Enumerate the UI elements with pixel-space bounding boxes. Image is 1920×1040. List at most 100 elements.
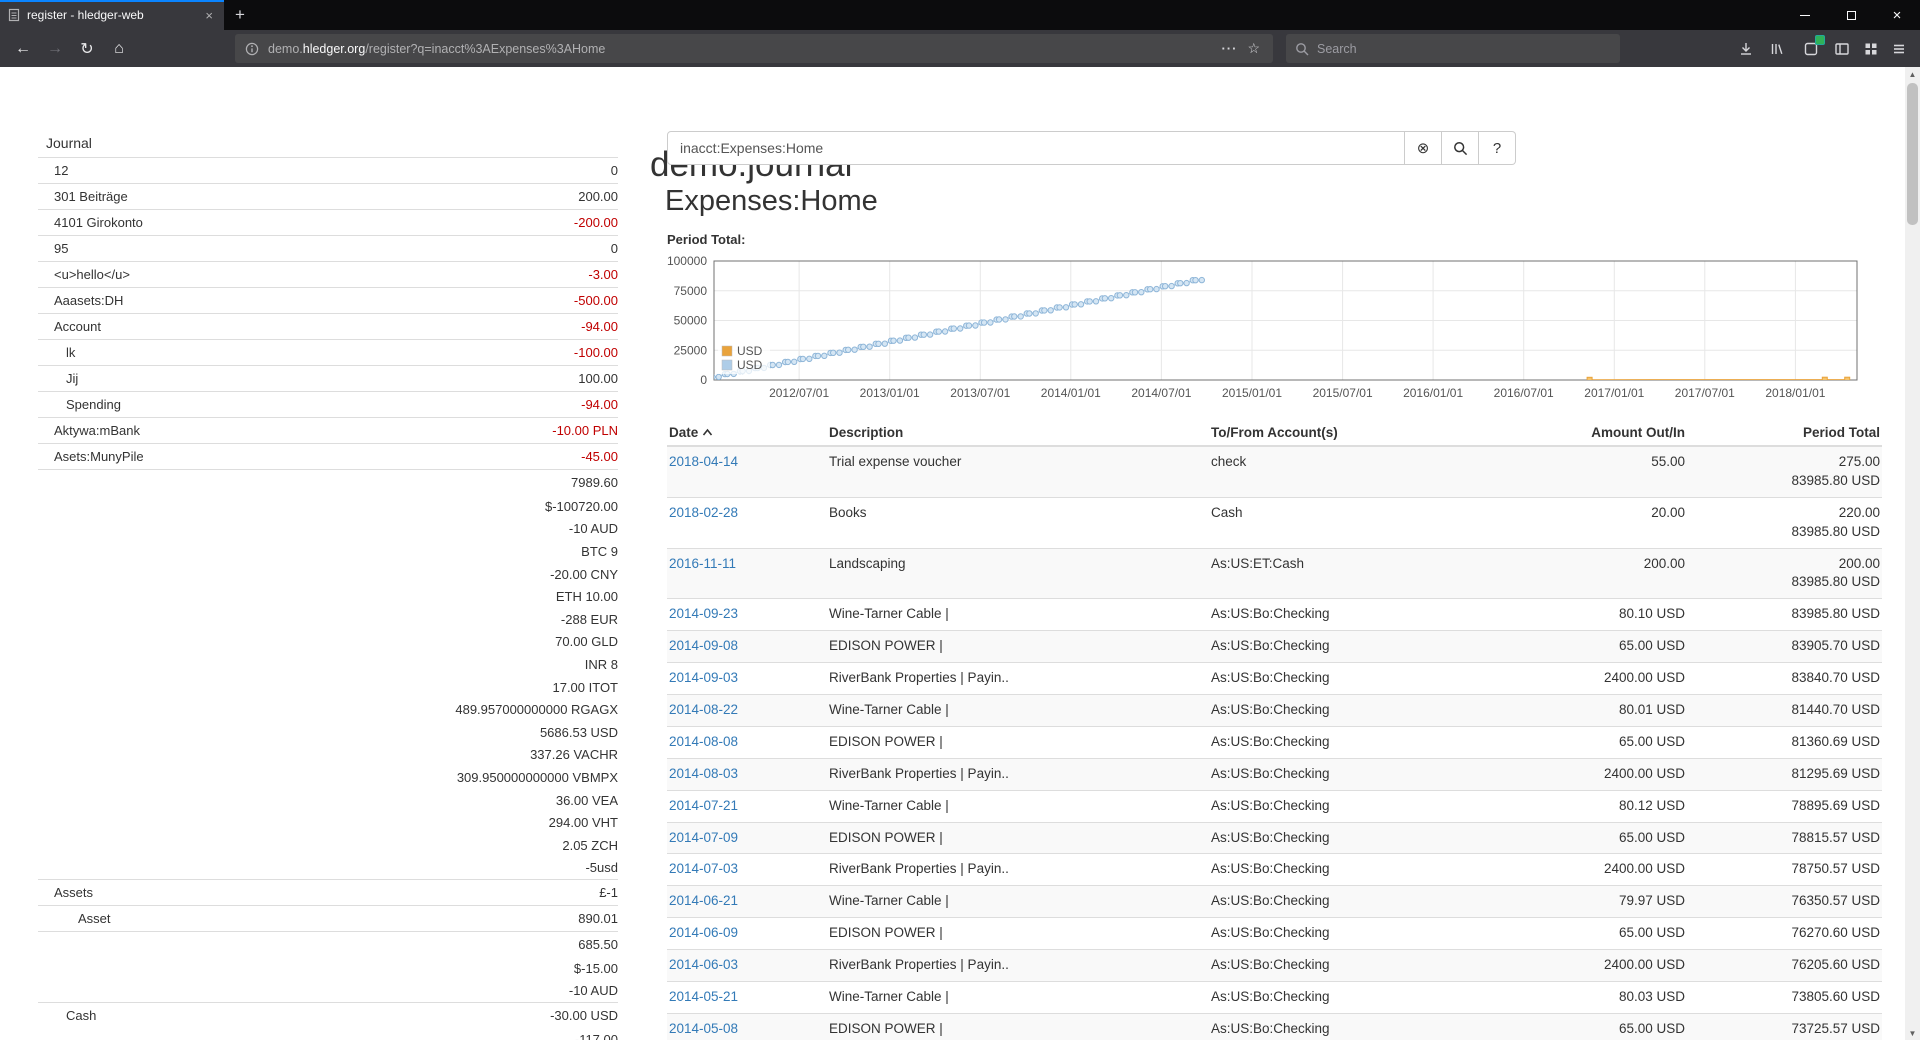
transaction-account-link[interactable]: As:US:Bo:Checking bbox=[1211, 957, 1330, 973]
transaction-account-link[interactable]: As:US:Bo:Checking bbox=[1211, 925, 1330, 941]
transaction-date-link[interactable]: 2014-06-21 bbox=[669, 893, 739, 909]
grid-icon[interactable] bbox=[1856, 34, 1885, 63]
account-balance: 70.00 GLD bbox=[555, 634, 618, 650]
account-link[interactable]: Jij bbox=[66, 371, 79, 386]
window-close-button[interactable]: × bbox=[1892, 6, 1902, 24]
sidebar-item-journal[interactable]: Journal bbox=[46, 135, 92, 151]
account-link[interactable]: lk bbox=[66, 345, 76, 360]
transaction-date-link[interactable]: 2014-06-09 bbox=[669, 925, 739, 941]
window-minimize-button[interactable] bbox=[1782, 0, 1828, 30]
account-link[interactable]: 12 bbox=[54, 163, 69, 178]
scrollbar-thumb[interactable] bbox=[1907, 83, 1918, 225]
transaction-date-link[interactable]: 2014-07-09 bbox=[669, 829, 739, 845]
transaction-account-link[interactable]: As:US:Bo:Checking bbox=[1211, 606, 1330, 622]
transaction-date-link[interactable]: 2014-09-03 bbox=[669, 670, 739, 686]
transaction-account-link[interactable]: As:US:Bo:Checking bbox=[1211, 1020, 1330, 1036]
library-icon[interactable] bbox=[1762, 34, 1791, 63]
maximize-icon bbox=[1846, 10, 1856, 20]
account-link[interactable]: 4101 Girokonto bbox=[54, 215, 143, 230]
account-balance: -117.00 bbox=[574, 1032, 618, 1040]
page-actions-icon[interactable]: ··· bbox=[1221, 41, 1238, 56]
account-link[interactable]: Account bbox=[54, 319, 101, 334]
sidebar-account-row: -10 AUD bbox=[38, 980, 618, 1003]
browser-search-field[interactable]: Search bbox=[1286, 34, 1620, 63]
transaction-date-link[interactable]: 2014-07-03 bbox=[669, 861, 739, 877]
url-bar[interactable]: demo.hledger.org/register?q=inacct%3AExp… bbox=[235, 34, 1273, 63]
register-row: 2014-05-08 EDISON POWER | As:US:Bo:Checkin… bbox=[667, 1012, 1882, 1040]
account-link[interactable]: Aaasets:DH bbox=[54, 293, 124, 308]
svg-text:2014/01/01: 2014/01/01 bbox=[1041, 386, 1101, 400]
reload-button[interactable]: ↻ bbox=[80, 40, 94, 58]
download-icon[interactable] bbox=[1731, 34, 1760, 63]
vertical-scrollbar[interactable]: ▲ ▼ bbox=[1905, 67, 1920, 1040]
sidebar-toggle-icon[interactable] bbox=[1827, 34, 1856, 63]
account-link[interactable]: <u>hello</u> bbox=[54, 267, 130, 282]
transaction-account-link[interactable]: As:US:Bo:Checking bbox=[1211, 702, 1330, 718]
browser-tab[interactable]: register - hledger-web × bbox=[0, 0, 224, 30]
sidebar-account-row: -5usd bbox=[38, 857, 618, 880]
new-tab-button[interactable]: + bbox=[235, 5, 245, 24]
transaction-amount: 80.01 USD bbox=[1459, 694, 1687, 727]
transaction-date-link[interactable]: 2018-02-28 bbox=[669, 504, 739, 520]
account-balance: INR 8 bbox=[584, 656, 618, 672]
account-link[interactable]: 95 bbox=[54, 241, 69, 256]
window-maximize-button[interactable] bbox=[1828, 0, 1874, 30]
account-link[interactable]: 301 Beiträge bbox=[54, 189, 128, 204]
transaction-account-link[interactable]: As:US:Bo:Checking bbox=[1211, 893, 1330, 909]
transaction-account-link[interactable]: As:US:ET:Cash bbox=[1211, 555, 1305, 571]
transaction-date-link[interactable]: 2014-09-08 bbox=[669, 638, 739, 654]
transaction-date-link[interactable]: 2014-05-08 bbox=[669, 1020, 739, 1036]
transaction-account-link[interactable]: As:US:Bo:Checking bbox=[1211, 638, 1330, 654]
sidebar-account-row: Aaasets:DH -500.00 bbox=[38, 287, 618, 313]
transaction-date-link[interactable]: 2014-06-03 bbox=[669, 957, 739, 973]
period-total-chart[interactable]: 0 25000 50000 75000 100000 2012/07/01 2013/01/… bbox=[660, 250, 1875, 408]
bookmark-star-icon[interactable]: ☆ bbox=[1247, 40, 1260, 56]
transaction-date-link[interactable]: 2014-08-22 bbox=[669, 702, 739, 718]
search-button[interactable] bbox=[1442, 131, 1479, 165]
transaction-date-link[interactable]: 2014-08-08 bbox=[669, 733, 739, 749]
transaction-date-link[interactable]: 2014-08-03 bbox=[669, 765, 739, 781]
account-link[interactable]: Asets:MunyPile bbox=[54, 449, 144, 464]
column-header-description[interactable]: Description bbox=[827, 420, 1209, 447]
back-button[interactable]: ← bbox=[15, 39, 31, 57]
column-header-account[interactable]: To/From Account(s) bbox=[1209, 420, 1459, 447]
transaction-account-link[interactable]: As:US:Bo:Checking bbox=[1211, 670, 1330, 686]
column-header-date[interactable]: Date bbox=[667, 420, 827, 447]
column-header-period-total[interactable]: Period Total bbox=[1687, 420, 1882, 447]
help-button[interactable]: ? bbox=[1479, 131, 1516, 165]
home-button[interactable]: ⌂ bbox=[114, 39, 124, 57]
transaction-date-link[interactable]: 2014-07-21 bbox=[669, 797, 739, 813]
transaction-account-link[interactable]: As:US:Bo:Checking bbox=[1211, 829, 1330, 845]
transaction-account-link[interactable]: As:US:Bo:Checking bbox=[1211, 733, 1330, 749]
transaction-date-link[interactable]: 2016-11-11 bbox=[669, 555, 737, 571]
extension-icon[interactable] bbox=[1796, 34, 1825, 63]
site-info-icon[interactable] bbox=[245, 42, 259, 56]
query-input[interactable] bbox=[667, 131, 1405, 165]
transaction-period-total: 78815.57 USD bbox=[1687, 821, 1882, 854]
account-link[interactable]: Assets bbox=[54, 885, 94, 901]
account-link[interactable]: Cash bbox=[66, 1008, 97, 1024]
transaction-account-link[interactable]: Cash bbox=[1211, 504, 1243, 520]
account-balance: -10.00 PLN bbox=[552, 423, 618, 438]
transaction-account-link[interactable]: As:US:Bo:Checking bbox=[1211, 989, 1330, 1005]
transaction-date-link[interactable]: 2018-04-14 bbox=[669, 454, 739, 469]
transaction-date-link[interactable]: 2014-09-23 bbox=[669, 606, 739, 622]
svg-text:USD: USD bbox=[737, 358, 763, 372]
clear-query-button[interactable]: ⊗ bbox=[1405, 131, 1442, 165]
forward-button[interactable]: → bbox=[47, 39, 63, 57]
account-link[interactable]: Aktywa:mBank bbox=[54, 423, 140, 438]
transaction-account-link[interactable]: As:US:Bo:Checking bbox=[1211, 765, 1330, 781]
transaction-account-link[interactable]: As:US:Bo:Checking bbox=[1211, 797, 1330, 813]
account-link[interactable]: Spending bbox=[66, 397, 121, 412]
account-balance: -30.00 USD bbox=[550, 1008, 618, 1024]
menu-icon[interactable] bbox=[1884, 34, 1913, 63]
transaction-date-link[interactable]: 2014-05-21 bbox=[669, 989, 739, 1005]
scroll-up-icon[interactable]: ▲ bbox=[1908, 69, 1917, 79]
transaction-account-link[interactable]: As:US:Bo:Checking bbox=[1211, 861, 1330, 877]
transaction-account-link[interactable]: check bbox=[1211, 454, 1247, 469]
tab-close-icon[interactable]: × bbox=[205, 7, 213, 23]
account-balance: -20.00 CNY bbox=[550, 566, 618, 582]
account-link[interactable]: Asset bbox=[78, 911, 111, 927]
column-header-amount[interactable]: Amount Out/In bbox=[1459, 420, 1687, 447]
scroll-down-icon[interactable]: ▼ bbox=[1908, 1028, 1917, 1038]
